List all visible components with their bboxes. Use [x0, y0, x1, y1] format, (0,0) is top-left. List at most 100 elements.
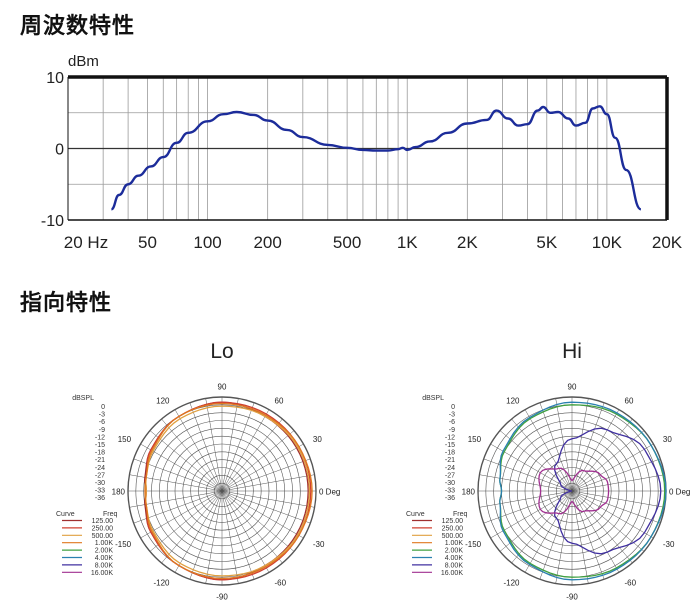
angle-label: 0 Deg: [319, 488, 340, 497]
polar-spoke: [221, 490, 304, 539]
polar-spoke: [205, 398, 223, 492]
db-tick-label: -24: [95, 465, 105, 472]
x-tick-label: 5K: [536, 233, 557, 252]
polar-spoke: [511, 418, 573, 492]
y-tick-label: 0: [55, 142, 64, 159]
polar-spoke: [571, 490, 620, 573]
db-tick-label: -9: [99, 427, 105, 434]
legend-header-freq: Freq: [453, 511, 468, 518]
db-tick-label: -18: [95, 450, 105, 457]
x-tick-label: 200: [253, 233, 281, 252]
legend-label: 8.00K: [95, 562, 114, 569]
legend-header-curve: Curve: [406, 511, 425, 518]
x-tick-label: 50: [138, 233, 157, 252]
polar-spoke: [571, 490, 661, 524]
polar-spoke: [140, 443, 223, 492]
polar-spoke: [221, 490, 270, 573]
db-tick-label: -6: [449, 419, 455, 426]
angle-label: -60: [625, 578, 637, 587]
y-tick-label: 10: [46, 70, 64, 87]
polar-chart-hi: Hi0 Deg306090120150180-150-120-90-60-30d…: [406, 340, 690, 600]
legend-label: 8.00K: [445, 562, 464, 569]
polar-spoke: [483, 490, 573, 524]
polar-spoke: [174, 490, 223, 573]
polar-spoke: [221, 474, 315, 492]
polar-curve: [538, 467, 610, 515]
polar-spoke: [511, 490, 573, 564]
y-axis-label: dBm: [68, 53, 99, 70]
polar-spoke: [149, 430, 223, 492]
angle-label: 120: [156, 397, 170, 406]
angle-label: -150: [115, 540, 132, 549]
angle-label: 0 Deg: [669, 488, 690, 497]
legend-label: 1.00K: [445, 540, 464, 547]
polar-spoke: [140, 490, 223, 539]
legend-label: 125.00: [92, 518, 114, 525]
polar-spoke: [524, 490, 573, 573]
legend-label: 1.00K: [95, 540, 114, 547]
x-tick-label: 10K: [592, 233, 623, 252]
polar-spoke: [499, 490, 573, 552]
polar-spoke: [571, 490, 605, 580]
polar-spoke: [149, 490, 223, 552]
polar-spoke: [571, 402, 605, 492]
db-tick-label: -3: [449, 412, 455, 419]
polar-spoke: [221, 402, 255, 492]
polar-spoke: [221, 418, 283, 492]
angle-label: 90: [568, 383, 577, 392]
db-tick-label: -9: [449, 427, 455, 434]
legend-header-curve: Curve: [56, 511, 75, 518]
db-tick-label: -12: [445, 434, 455, 441]
polar-spoke: [571, 418, 633, 492]
polar-spoke: [539, 402, 573, 492]
polar-spoke: [221, 430, 295, 492]
db-tick-label: 0: [101, 404, 105, 411]
legend-label: 500.00: [442, 533, 464, 540]
db-scale-label: dBSPL: [72, 395, 94, 402]
polar-spoke: [571, 490, 654, 539]
polar-spoke: [174, 409, 223, 492]
x-tick-label: 20K: [652, 233, 683, 252]
angle-label: 150: [118, 435, 132, 444]
polar-spoke: [161, 418, 223, 492]
legend-label: 250.00: [442, 525, 464, 532]
legend-label: 16.00K: [91, 570, 114, 577]
db-tick-label: -33: [95, 488, 105, 495]
db-tick-label: -21: [95, 457, 105, 464]
polar-spoke: [221, 490, 315, 508]
polar-title: Lo: [210, 340, 233, 363]
legend-label: 16.00K: [441, 570, 464, 577]
directivity-heading: 指向特性: [20, 291, 113, 316]
x-tick-label: 1K: [397, 233, 418, 252]
db-tick-label: -36: [95, 495, 105, 502]
polar-spoke: [221, 490, 283, 564]
x-tick-label: 100: [193, 233, 221, 252]
angle-label: -90: [216, 593, 228, 600]
db-tick-label: -30: [95, 480, 105, 487]
polar-chart-lo: Lo0 Deg306090120150180-150-120-90-60-30d…: [56, 340, 340, 600]
response-curve: [110, 105, 642, 211]
legend-label: 4.00K: [95, 555, 114, 562]
db-tick-label: -30: [445, 480, 455, 487]
polar-spoke: [221, 490, 239, 584]
polar-spoke: [221, 490, 255, 580]
angle-label: -120: [503, 578, 520, 587]
db-tick-label: -27: [445, 472, 455, 479]
db-tick-label: -15: [95, 442, 105, 449]
legend-label: 250.00: [92, 525, 114, 532]
db-tick-label: -15: [445, 442, 455, 449]
polar-spoke: [571, 490, 665, 508]
polar-spoke: [479, 474, 573, 492]
polar-spoke: [479, 490, 573, 508]
polar-spoke: [571, 490, 589, 584]
polar-curve: [144, 402, 313, 580]
angle-label: 30: [663, 435, 672, 444]
polar-spoke: [571, 430, 645, 492]
db-tick-label: -12: [95, 434, 105, 441]
x-tick-label: 500: [333, 233, 361, 252]
legend-label: 125.00: [442, 518, 464, 525]
legend-header-freq: Freq: [103, 511, 118, 518]
legend-label: 2.00K: [445, 548, 464, 555]
legend-label: 500.00: [92, 533, 114, 540]
db-tick-label: -21: [445, 457, 455, 464]
